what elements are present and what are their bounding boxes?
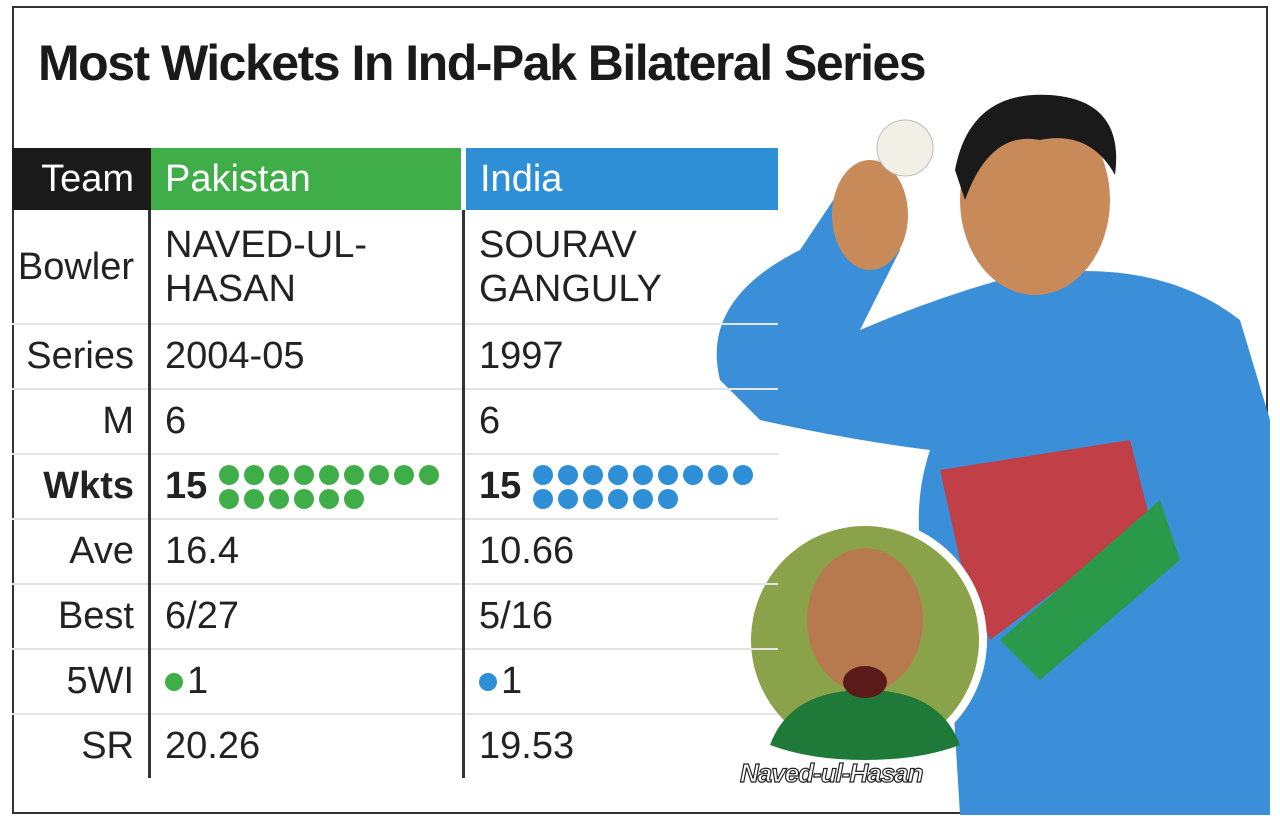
cell: 6 (149, 389, 465, 455)
header-cell: Team (12, 148, 151, 210)
row: M 6 6 (12, 389, 778, 455)
wicket-dot (269, 464, 290, 485)
wicket-dot (683, 464, 704, 485)
five-wi-dots (165, 672, 183, 691)
wicket-dot (344, 488, 365, 509)
player-hand (832, 160, 908, 270)
five-wi-dots (479, 672, 497, 691)
wicket-dot (419, 464, 440, 485)
jersey-stripe (940, 440, 1150, 640)
row: Ave 16.4 10.66 (12, 519, 778, 585)
wicket-dot (344, 464, 365, 485)
wicket-dots (533, 464, 763, 509)
ball (876, 119, 934, 177)
portrait-shirt (770, 690, 960, 760)
wicket-dot (294, 464, 315, 485)
row: SR 20.26 19.53 (12, 714, 778, 778)
wicket-dot (658, 488, 679, 509)
wicket-dot (558, 464, 579, 485)
row-label: 5WI (12, 649, 151, 715)
title: Most Wickets In Ind-Pak Bilateral Series (38, 35, 927, 91)
row-label: Best (12, 584, 151, 650)
cell: 1997 (463, 324, 778, 390)
wicket-dot (244, 488, 265, 509)
row-label: Bowler (12, 210, 151, 325)
cell: 2004-05 (149, 324, 465, 390)
row: Series 2004-05 1997 (12, 324, 778, 390)
five-wi: 1 (187, 660, 209, 702)
portrait-mouth (843, 666, 887, 698)
cell: 15 (149, 454, 465, 520)
wicket-dot (369, 464, 390, 485)
row-label: Wkts (12, 454, 151, 520)
wicket-dot (558, 488, 579, 509)
cell: 1 (463, 649, 778, 715)
wicket-dot (219, 464, 240, 485)
row-label: Series (12, 324, 151, 390)
wicket-dot (708, 464, 729, 485)
row: 5WI 1 1 (12, 649, 778, 715)
wicket-dot (633, 488, 654, 509)
cell: 6 (463, 389, 778, 455)
wicket-dot (219, 488, 240, 509)
wicket-dot (269, 488, 290, 509)
cell: 16.4 (149, 519, 465, 585)
wicket-dot (244, 464, 265, 485)
bowler-name: SOURAV GANGULY (479, 223, 663, 310)
cell: SOURAV GANGULY (463, 210, 778, 325)
row-label: Ave (12, 519, 151, 585)
wicket-dot (583, 488, 604, 509)
cell: NAVED-UL-HASAN (149, 210, 465, 325)
header-row: Team Pakistan India (12, 148, 778, 210)
row-label: SR (12, 714, 151, 778)
wicket-dot (165, 672, 183, 691)
wicket-dots (219, 464, 449, 509)
jersey-stripe (1000, 500, 1180, 680)
wickets: 15 (165, 465, 208, 507)
row: Best 6/27 5/16 (12, 584, 778, 650)
portrait-caption: Naved-ul-Hasan (739, 757, 924, 788)
wicket-dot (608, 464, 629, 485)
wicket-dot (394, 464, 415, 485)
wicket-dot (583, 464, 604, 485)
header-cell: India (463, 148, 778, 210)
player-head (960, 105, 1110, 295)
bowler-name: NAVED-UL-HASAN (165, 223, 367, 310)
wicket-dot (533, 464, 554, 485)
cell: 20.26 (149, 714, 465, 778)
wicket-dot (319, 488, 340, 509)
row-label: M (12, 389, 151, 455)
wickets: 15 (479, 465, 522, 507)
cell: 10.66 (463, 519, 778, 585)
wicket-dot (633, 464, 654, 485)
row: Wkts 15 15 (12, 454, 778, 520)
header-cell: Pakistan (149, 148, 466, 210)
wicket-dot (533, 488, 554, 509)
wicket-dot (294, 488, 315, 509)
row: Bowler NAVED-UL-HASAN SOURAV GANGULY (12, 210, 778, 325)
cell: 5/16 (463, 584, 778, 650)
cell: 15 (463, 454, 778, 520)
five-wi: 1 (501, 660, 523, 702)
cell: 1 (149, 649, 465, 715)
cell: 6/27 (149, 584, 465, 650)
player-hair (955, 94, 1117, 200)
wicket-dot (658, 464, 679, 485)
wicket-dot (608, 488, 629, 509)
cell: 19.53 (479, 725, 575, 767)
wicket-dot (733, 464, 754, 485)
wicket-dot (479, 672, 497, 691)
portrait-face (807, 548, 923, 692)
stats-table: Team Pakistan India Bowler NAVED-UL-HASA… (12, 148, 778, 778)
wicket-dot (319, 464, 340, 485)
